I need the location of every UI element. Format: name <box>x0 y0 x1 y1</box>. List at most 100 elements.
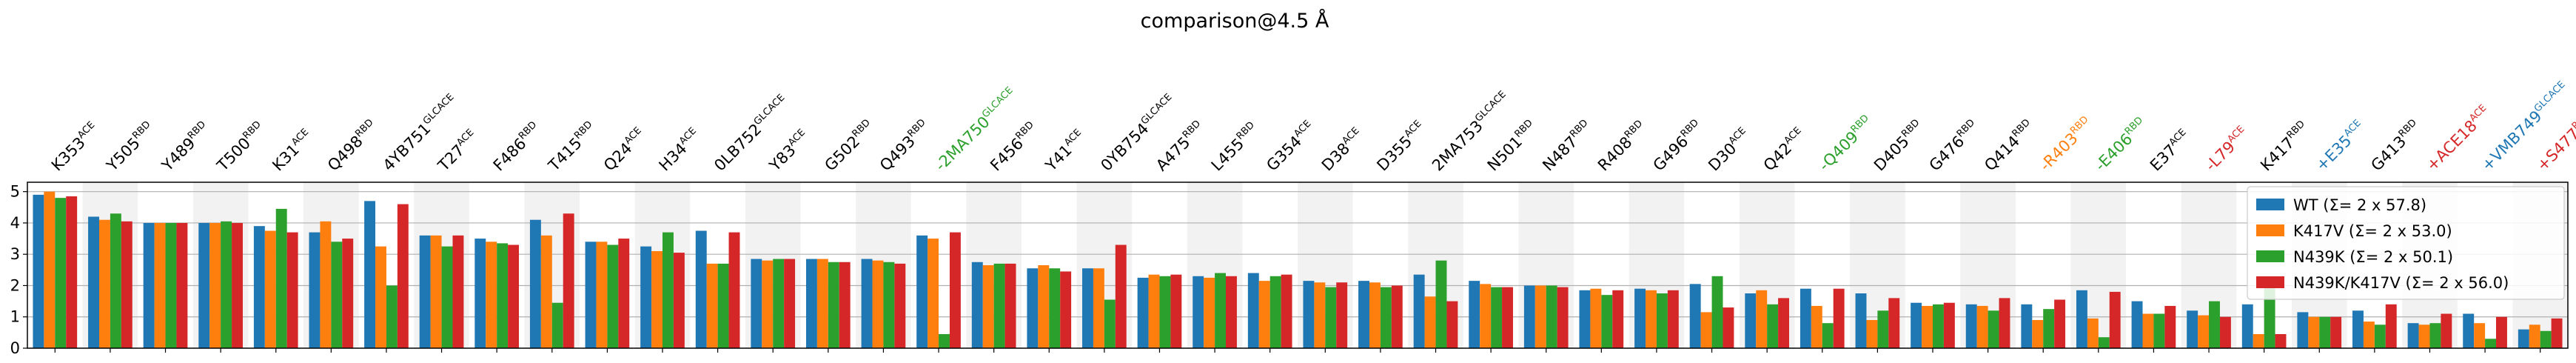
bars <box>33 191 2563 348</box>
bar <box>717 263 729 348</box>
bar <box>1756 290 1768 348</box>
y-tick-label: 5 <box>10 183 20 201</box>
bar <box>1258 281 1270 348</box>
bar <box>1391 285 1403 348</box>
bar <box>618 239 630 348</box>
x-tick-label-residue: 2MA753 <box>1429 117 1486 175</box>
bar <box>2209 301 2220 348</box>
bar <box>33 194 44 348</box>
bar <box>176 222 188 348</box>
bar <box>497 243 509 348</box>
bar <box>1988 310 1999 348</box>
bar <box>2330 316 2342 348</box>
y-tick-label: 3 <box>10 245 20 263</box>
bar <box>1557 287 1569 348</box>
bar <box>607 244 619 348</box>
legend-label: N439K/K417V (Σ= 2 x 56.0) <box>2293 274 2509 292</box>
bar <box>66 196 78 348</box>
bar <box>309 232 321 348</box>
bar <box>949 232 961 348</box>
x-tick-label: A475RBD <box>1152 119 1208 175</box>
bar <box>982 265 994 348</box>
bar <box>331 242 343 348</box>
bar <box>1999 298 2010 348</box>
axes <box>23 182 2569 353</box>
bar <box>695 230 707 348</box>
x-tick-label: G354ACE <box>1263 119 1319 175</box>
bar <box>1811 305 1822 348</box>
bar <box>872 260 884 348</box>
bar <box>1579 290 1591 348</box>
bar <box>2374 324 2386 348</box>
bar <box>2275 333 2287 348</box>
bar <box>1646 290 1657 348</box>
x-tick-label: Q498RBD <box>323 117 380 174</box>
bar <box>419 235 431 348</box>
bar <box>2540 330 2552 348</box>
x-tick-label: -Q409RBD <box>1815 113 1876 174</box>
bar <box>2429 323 2441 348</box>
bar <box>1855 293 1867 348</box>
bar <box>1170 274 1182 348</box>
bar <box>585 242 597 348</box>
plot-frame <box>27 182 2569 349</box>
bar <box>44 191 56 348</box>
bar <box>728 232 740 348</box>
bar <box>2297 312 2309 348</box>
bar <box>883 262 895 348</box>
bar <box>1093 268 1104 348</box>
bar <box>2043 309 2055 348</box>
bar <box>1336 282 1348 348</box>
bar <box>2529 324 2540 348</box>
y-tick-label: 0 <box>10 339 20 357</box>
x-tick-label: G413RBD <box>2367 117 2424 174</box>
bar <box>640 246 652 348</box>
x-tick-label: H34ACE <box>655 125 704 174</box>
x-tick-label-superscript: RBD <box>2570 110 2576 132</box>
x-tick-label-superscript: GLCACE <box>1473 89 1509 124</box>
x-tick-label: D30ACE <box>1704 125 1753 174</box>
bar <box>342 239 354 348</box>
x-tick-label: N487RBD <box>1539 118 1596 175</box>
bar <box>2098 337 2110 348</box>
bar <box>1911 302 1922 348</box>
bar <box>375 246 386 348</box>
bar <box>121 221 133 348</box>
bar <box>1380 287 1392 348</box>
x-tick-label: -R403RBD <box>2036 114 2096 174</box>
bar <box>1204 277 1215 348</box>
bar <box>1104 299 1116 348</box>
bar <box>55 198 67 348</box>
bar <box>563 213 574 348</box>
bar <box>1314 282 1326 348</box>
bar <box>221 221 232 348</box>
bar <box>2219 316 2231 348</box>
bar <box>2474 323 2486 348</box>
x-tick-label-superscript: GLCACE <box>2532 79 2568 115</box>
x-tick-label: Y489RBD <box>158 119 214 176</box>
y-tick-label: 2 <box>10 276 20 294</box>
bar <box>209 222 221 348</box>
x-tick-label: -E406RBD <box>2091 115 2151 175</box>
bar <box>1049 268 1061 348</box>
bar <box>2319 316 2331 348</box>
chart-title: comparison@4.5 Å <box>1141 9 1329 33</box>
bar <box>232 222 243 348</box>
bar <box>1215 273 1227 348</box>
x-tick-label-residue: +S477 <box>2533 124 2576 174</box>
x-tick-label: E37ACE <box>2146 127 2193 174</box>
bar <box>1778 298 1790 348</box>
bar <box>1269 276 1281 348</box>
bar <box>452 235 464 348</box>
bar <box>1745 293 1757 348</box>
y-tick-label: 1 <box>10 308 20 326</box>
bar <box>784 259 796 348</box>
x-tick-label: N501RBD <box>1483 118 1540 175</box>
bar <box>2352 310 2364 348</box>
legend-swatch <box>2256 199 2284 210</box>
bar <box>1446 301 1458 348</box>
bar <box>2407 323 2419 348</box>
legend-label: WT (Σ= 2 x 57.8) <box>2293 196 2426 214</box>
bar <box>1435 260 1447 348</box>
